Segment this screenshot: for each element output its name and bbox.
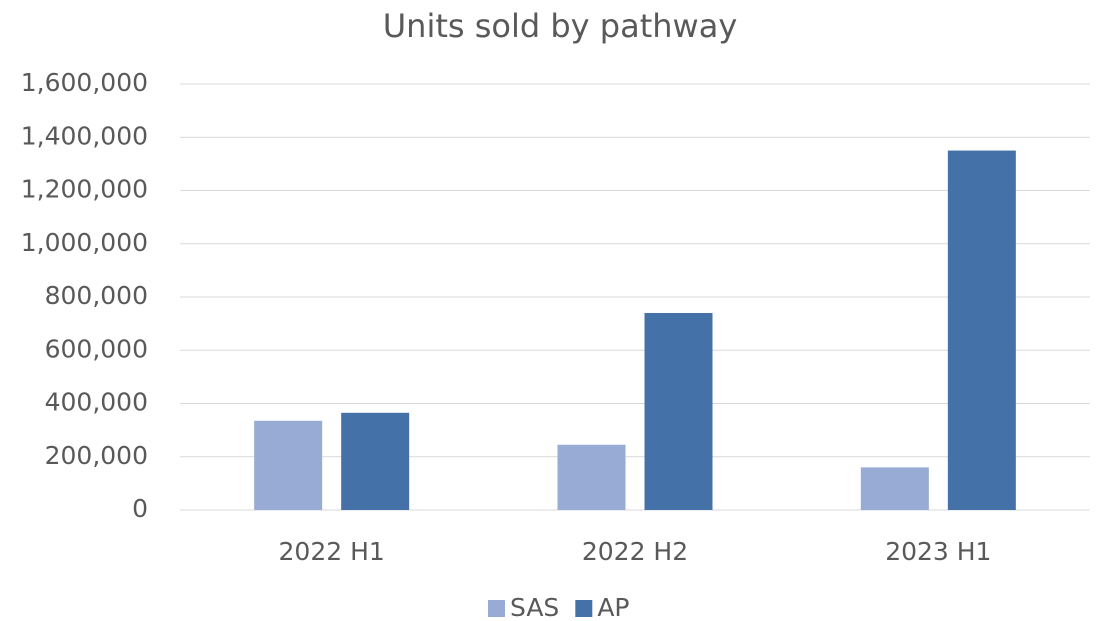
bar — [557, 444, 626, 510]
y-tick-label: 1,400,000 — [21, 121, 148, 150]
bar — [254, 420, 323, 510]
x-tick-label: 2022 H1 — [279, 537, 385, 566]
x-tick-label: 2023 H1 — [885, 537, 991, 566]
bar — [341, 412, 410, 510]
y-tick-label: 200,000 — [45, 441, 148, 470]
y-tick-label: 800,000 — [45, 281, 148, 310]
bar — [947, 150, 1016, 510]
y-tick-label: 1,000,000 — [21, 228, 148, 257]
y-tick-label: 600,000 — [45, 334, 148, 363]
bar — [644, 312, 713, 510]
y-tick-label: 1,200,000 — [21, 175, 148, 204]
legend-swatch — [575, 600, 593, 617]
chart-title: Units sold by pathway — [383, 7, 738, 45]
legend-label: SAS — [510, 593, 559, 621]
y-tick-label: 1,600,000 — [21, 68, 148, 97]
bar — [860, 467, 929, 510]
y-tick-label: 0 — [132, 494, 148, 523]
y-tick-label: 400,000 — [45, 388, 148, 417]
x-tick-label: 2022 H2 — [582, 537, 688, 566]
legend-label: AP — [597, 593, 629, 621]
legend-swatch — [488, 600, 505, 617]
